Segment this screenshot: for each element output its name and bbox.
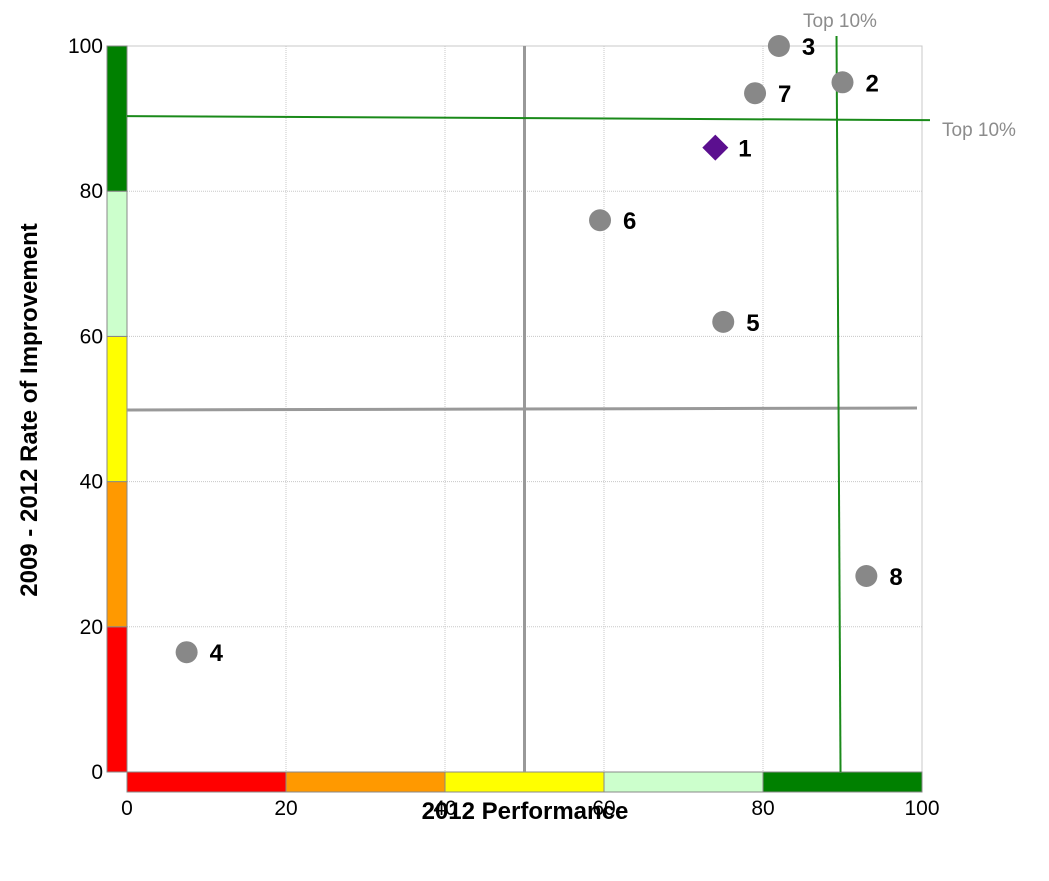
data-point-label: 5 [746,310,759,337]
x-color-band [444,771,605,793]
x-color-band [603,771,764,793]
top-10-line-vertical [835,35,842,773]
color-bands [106,45,923,793]
y-tick-label: 40 [80,471,103,494]
y-color-band [106,45,128,192]
y-tick-label: 60 [80,325,103,348]
tick-labels: 0 20 40 60 80 100 0 20 40 60 80 100 [68,35,940,820]
median-line-horizontal [126,406,918,412]
y-color-band [106,481,128,628]
y-tick-label: 0 [91,761,103,784]
data-points: 1 2 3 4 5 6 7 8 [175,34,903,667]
x-tick-label: 0 [121,797,133,820]
data-point-marker [767,35,790,57]
y-tick-label: 80 [80,180,103,203]
x-color-band [285,771,446,793]
top-10-percent-horizontal-label: Top 10% [942,120,1016,141]
data-point-label: 6 [623,208,636,235]
y-color-band [106,626,128,773]
top-10-line-horizontal [126,115,931,122]
x-tick-label: 60 [592,797,615,820]
x-axis-title: 2012 Performance [422,798,629,825]
data-point-marker [589,209,612,232]
reference-lines [126,35,931,773]
x-color-band [762,771,923,793]
data-point-label: 4 [210,640,224,667]
data-point-label: 1 [738,136,751,163]
y-axis-title: 2009 - 2012 Rate of Improvement [16,223,43,597]
y-color-band [106,335,128,483]
data-point-label: 7 [778,81,791,108]
data-point-marker [702,134,729,161]
data-point-marker [744,82,767,105]
data-point-label: 8 [889,564,902,591]
x-color-band [126,771,287,793]
y-color-band [106,190,128,337]
data-point-marker [175,641,198,664]
x-tick-label: 80 [751,797,774,820]
data-point-label: 3 [802,34,815,61]
y-tick-label: 100 [68,35,103,58]
data-point-marker [855,564,878,587]
top-10-percent-vertical-label: Top 10% [803,11,877,32]
x-tick-label: 20 [274,797,297,820]
x-tick-label: 100 [904,797,939,820]
x-tick-label: 40 [433,797,456,820]
y-tick-label: 20 [80,616,103,639]
data-point-label: 2 [866,70,879,97]
data-point-marker [831,71,854,94]
data-point-marker [712,310,735,333]
